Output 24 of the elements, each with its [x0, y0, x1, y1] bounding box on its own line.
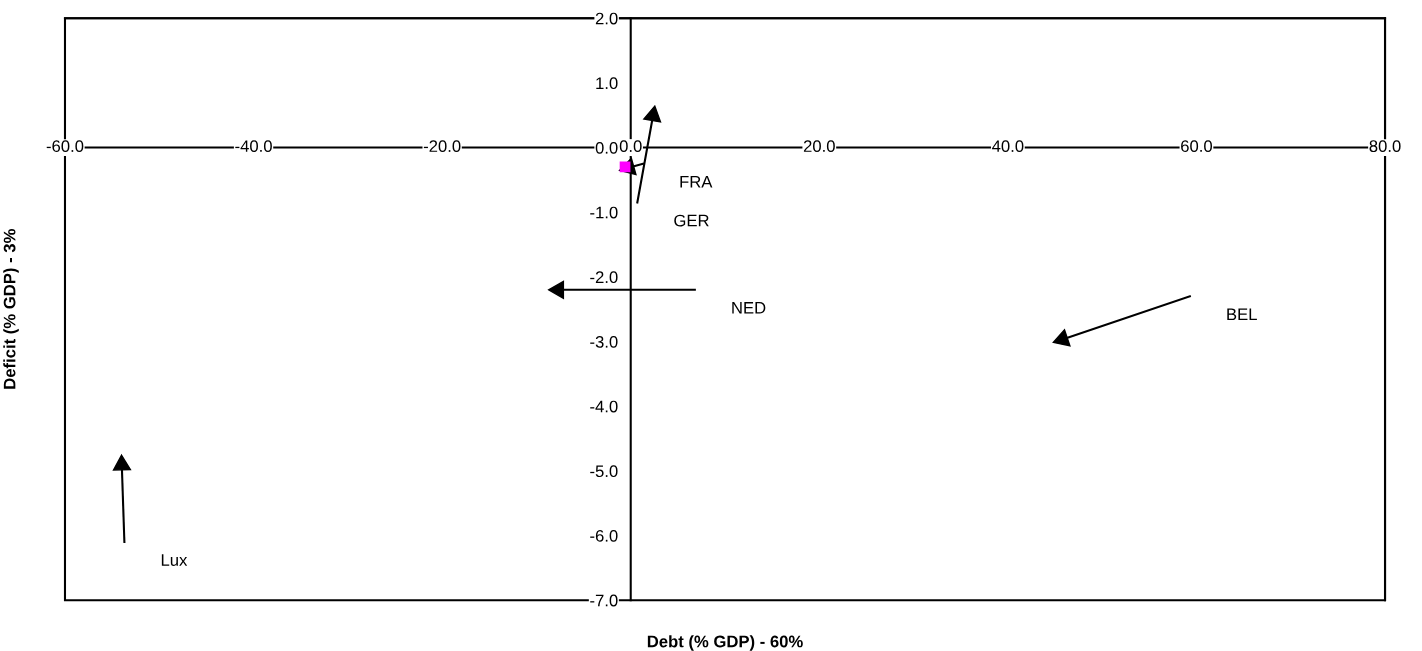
x-tick-label: 80.0	[1369, 140, 1401, 153]
x-tick-label: -60.0	[46, 140, 84, 153]
y-tick-label: -7.0	[590, 594, 618, 607]
text: BEL	[1227, 308, 1257, 321]
y-tick-label: -4.0	[590, 400, 618, 413]
x-tick-label: 60.0	[1181, 140, 1213, 153]
y-tick-label: 1.0	[596, 77, 618, 90]
text: GER	[674, 214, 709, 227]
y-tick-label: 2.0	[595, 12, 618, 25]
y-tick-label: -6.0	[590, 529, 618, 542]
x-tick-label: 20.0	[803, 140, 835, 153]
x-tick-label: -20.0	[423, 140, 461, 153]
text: Lux	[161, 554, 188, 566]
text: FRA	[680, 176, 713, 188]
x-axis-title: Debt (% GDP) - 60%	[647, 635, 803, 651]
y-tick-label: -2.0	[590, 271, 618, 284]
y-axis-title: Deficit (% GDP) - 3%	[3, 229, 19, 389]
x-tick-label: -40.0	[235, 140, 272, 153]
y-tick-label: -3.0	[590, 335, 618, 348]
x-tick-label: 40.0	[992, 140, 1024, 153]
y-tick-label: -5.0	[590, 465, 618, 478]
x-tick-label: 0.0	[619, 140, 642, 153]
y-tick-label: -1.0	[590, 206, 618, 219]
text: NED	[732, 302, 766, 314]
